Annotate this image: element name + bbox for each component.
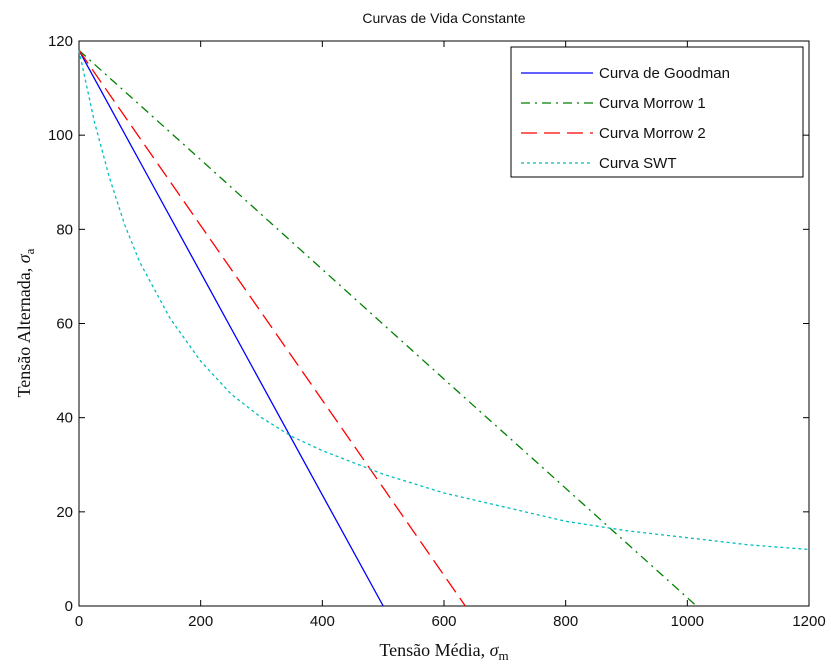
y-axis-label-subscript: a [22, 248, 37, 254]
legend-label-1: Curva de Goodman [599, 65, 730, 82]
x-tick-label: 1200 [792, 613, 825, 630]
y-axis-label: Tensão Alternada, σa [14, 248, 37, 397]
x-axis-label-text: Tensão Média, [379, 640, 489, 660]
series-line-4 [78, 50, 810, 551]
x-axis-label-symbol: σ [490, 640, 500, 660]
series-line-1 [78, 50, 384, 607]
legend-label-2: Curva Morrow 1 [599, 95, 706, 112]
x-tick-label: 800 [553, 613, 578, 630]
x-tick-label: 0 [75, 613, 83, 630]
y-tick-label: 40 [56, 410, 73, 427]
x-tick-label: 200 [188, 613, 213, 630]
y-tick-label: 80 [56, 221, 73, 238]
legend-box [510, 46, 804, 178]
x-axis-label-subscript: m [498, 648, 508, 663]
x-tick-label: 1000 [671, 613, 704, 630]
series-line-3 [78, 50, 466, 607]
legend-label-3: Curva Morrow 2 [599, 125, 706, 142]
y-tick-label: 20 [56, 504, 73, 521]
legend: Curva de Goodman Curva Morrow 1 Curva Morr… [510, 46, 804, 178]
y-tick-label: 100 [48, 127, 73, 144]
y-axis-label-symbol: σ [14, 253, 34, 263]
legend-label-4: Curva SWT [599, 155, 677, 172]
x-tick-label: 400 [310, 613, 335, 630]
y-tick-label: 0 [65, 598, 73, 615]
x-tick-label: 600 [431, 613, 456, 630]
y-axis-label-text: Tensão Alternada, [14, 263, 34, 397]
x-axis-label: Tensão Média, σm [379, 640, 508, 663]
y-tick-label: 60 [56, 316, 73, 333]
series-layer [78, 49, 810, 607]
chart-title: Curvas de Vida Constante [362, 10, 525, 26]
y-tick-label: 120 [48, 33, 73, 50]
axis-ticks: 0 200 400 600 800 1000 1200 0 20 40 60 80 100 120 [48, 33, 826, 630]
